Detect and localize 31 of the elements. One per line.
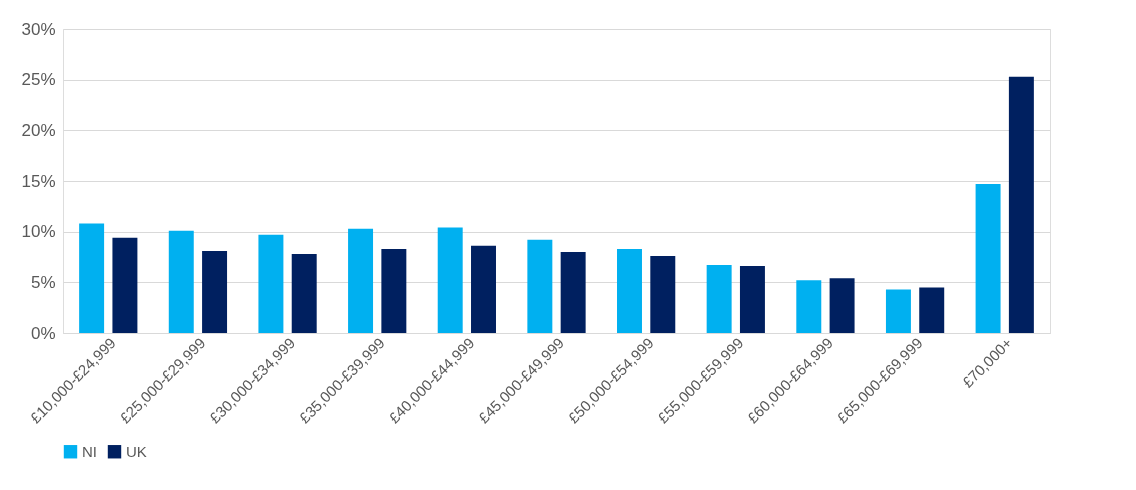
bar [79,223,105,333]
bar [527,239,553,333]
bar [168,230,194,333]
y-tick-label: 5% [30,272,56,292]
legend-label: UK [126,442,147,460]
bar [706,265,732,333]
bar [919,287,945,333]
bar [258,234,284,333]
y-tick-label: 10% [21,222,56,242]
bar [437,227,463,333]
bar [471,245,496,333]
bar [202,250,228,333]
bar [739,266,765,333]
y-tick-label: 25% [21,70,56,90]
bar [617,248,642,333]
y-tick-label: 30% [21,19,56,39]
y-tick-label: 20% [21,120,56,140]
bar [381,248,407,333]
bar [291,253,317,333]
bar [885,289,911,333]
y-tick-label: 15% [21,171,56,191]
bar [829,278,855,333]
bar [348,228,374,333]
bar [975,184,1001,333]
bar [1008,76,1034,333]
bar [112,237,138,333]
bar [796,280,822,333]
legend-label: NI [82,442,97,460]
bar [560,251,586,333]
bar [650,255,676,333]
y-tick-label: 0% [30,323,56,343]
